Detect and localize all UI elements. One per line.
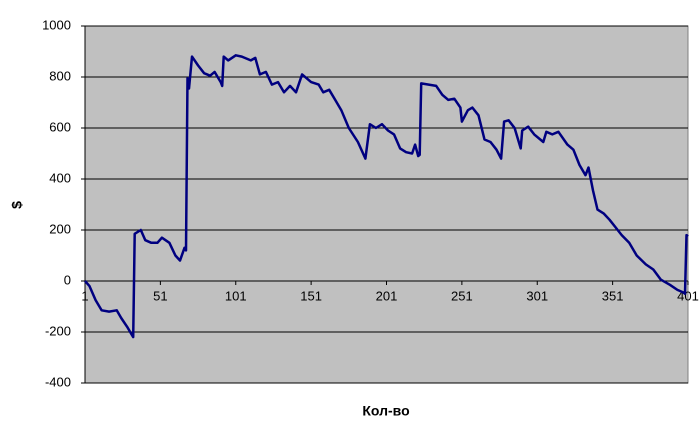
- y-tick-label: 0: [64, 272, 71, 287]
- x-tick-label: 251: [451, 288, 473, 303]
- y-tick-label: 800: [49, 68, 71, 83]
- y-tick-label: -200: [45, 323, 71, 338]
- y-tick-label: 1000: [42, 17, 71, 32]
- x-tick-label: 101: [225, 288, 247, 303]
- y-axis-title: $: [9, 201, 25, 209]
- y-tick-label: 400: [49, 170, 71, 185]
- x-tick-label: 201: [376, 288, 398, 303]
- x-tick-label: 351: [602, 288, 624, 303]
- y-tick-label: 600: [49, 119, 71, 134]
- x-tick-label: 1: [81, 288, 88, 303]
- x-axis-title: Кол-во: [362, 403, 409, 419]
- x-tick-label: 151: [300, 288, 322, 303]
- y-tick-label: 200: [49, 221, 71, 236]
- x-tick-label: 51: [153, 288, 167, 303]
- data-line: [84, 54, 689, 339]
- x-tick-label: 301: [526, 288, 548, 303]
- y-tick-label: -400: [45, 374, 71, 389]
